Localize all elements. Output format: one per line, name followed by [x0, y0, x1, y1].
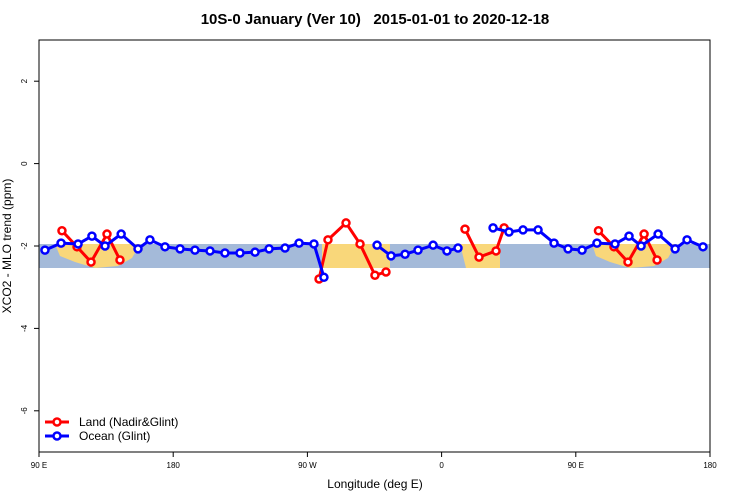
data-point: [400, 249, 410, 259]
y-tick-label: -2: [20, 242, 29, 250]
data-point: [413, 245, 423, 255]
data-point: [639, 229, 649, 239]
x-axis-label: Longitude (deg E): [327, 477, 422, 491]
data-point: [175, 244, 185, 254]
data-point: [280, 243, 290, 253]
data-point: [504, 227, 514, 237]
data-point: [563, 244, 573, 254]
data-point: [102, 229, 112, 239]
data-point: [386, 251, 396, 261]
data-point: [370, 270, 380, 281]
data-point: [87, 231, 97, 241]
data-point: [235, 248, 245, 258]
y-tick-label: 0: [20, 161, 29, 166]
data-point: [381, 267, 391, 277]
data-point: [294, 238, 304, 248]
data-point: [115, 255, 125, 265]
legend-label: Ocean (Glint): [79, 429, 150, 443]
data-point: [355, 239, 365, 249]
data-point: [698, 242, 708, 252]
data-point: [86, 257, 96, 267]
y-axis-label: XCO2 - MLO trend (ppm): [0, 179, 14, 314]
y-tick-label: 2: [20, 78, 29, 83]
x-tick-label: 180: [167, 461, 181, 470]
x-tick-label: 180: [703, 461, 717, 470]
data-point: [577, 245, 587, 255]
legend-marker: [52, 431, 62, 441]
data-point: [220, 248, 230, 258]
data-point: [73, 239, 83, 249]
data-point: [442, 246, 452, 256]
data-point: [652, 255, 662, 265]
data-point: [491, 246, 501, 256]
data-point: [593, 226, 604, 236]
data-point: [428, 240, 438, 250]
data-point: [670, 244, 680, 254]
data-point: [160, 242, 170, 252]
x-tick-label: 90 E: [568, 461, 584, 470]
data-point: [264, 244, 274, 254]
data-point: [636, 241, 646, 251]
data-point: [624, 231, 634, 241]
data-point: [145, 235, 155, 245]
data-point: [460, 224, 470, 234]
data-point: [57, 226, 67, 236]
data-point: [133, 244, 143, 254]
data-point: [682, 235, 692, 245]
data-point: [205, 246, 215, 256]
data-point: [250, 247, 260, 257]
legend-label: Land (Nadir&Glint): [79, 415, 178, 429]
plot-marks: [40, 218, 708, 284]
data-point: [56, 238, 66, 248]
x-tick-label: 90 W: [298, 461, 317, 470]
data-point: [623, 257, 633, 267]
data-point: [190, 245, 200, 255]
chart-title: 10S-0 January (Ver 10) 2015-01-01 to 202…: [201, 11, 550, 28]
data-point: [372, 240, 382, 250]
y-tick-label: -6: [20, 407, 29, 415]
x-tick-label: 90 E: [31, 461, 47, 470]
data-point: [40, 245, 50, 255]
data-point: [453, 243, 463, 253]
data-point: [488, 223, 498, 233]
data-point: [592, 238, 602, 248]
x-tick-label: 0: [439, 461, 444, 470]
data-point: [518, 225, 528, 235]
data-point: [309, 239, 319, 249]
data-point: [100, 241, 110, 251]
data-point: [323, 235, 333, 245]
data-point: [549, 238, 559, 248]
data-point: [533, 225, 543, 235]
data-point: [610, 239, 620, 249]
legend-marker: [52, 417, 62, 427]
data-point: [116, 229, 126, 239]
y-tick-label: -4: [20, 324, 29, 332]
data-point: [319, 272, 329, 283]
data-point: [653, 229, 663, 239]
data-point: [474, 252, 484, 262]
data-point: [341, 218, 351, 228]
